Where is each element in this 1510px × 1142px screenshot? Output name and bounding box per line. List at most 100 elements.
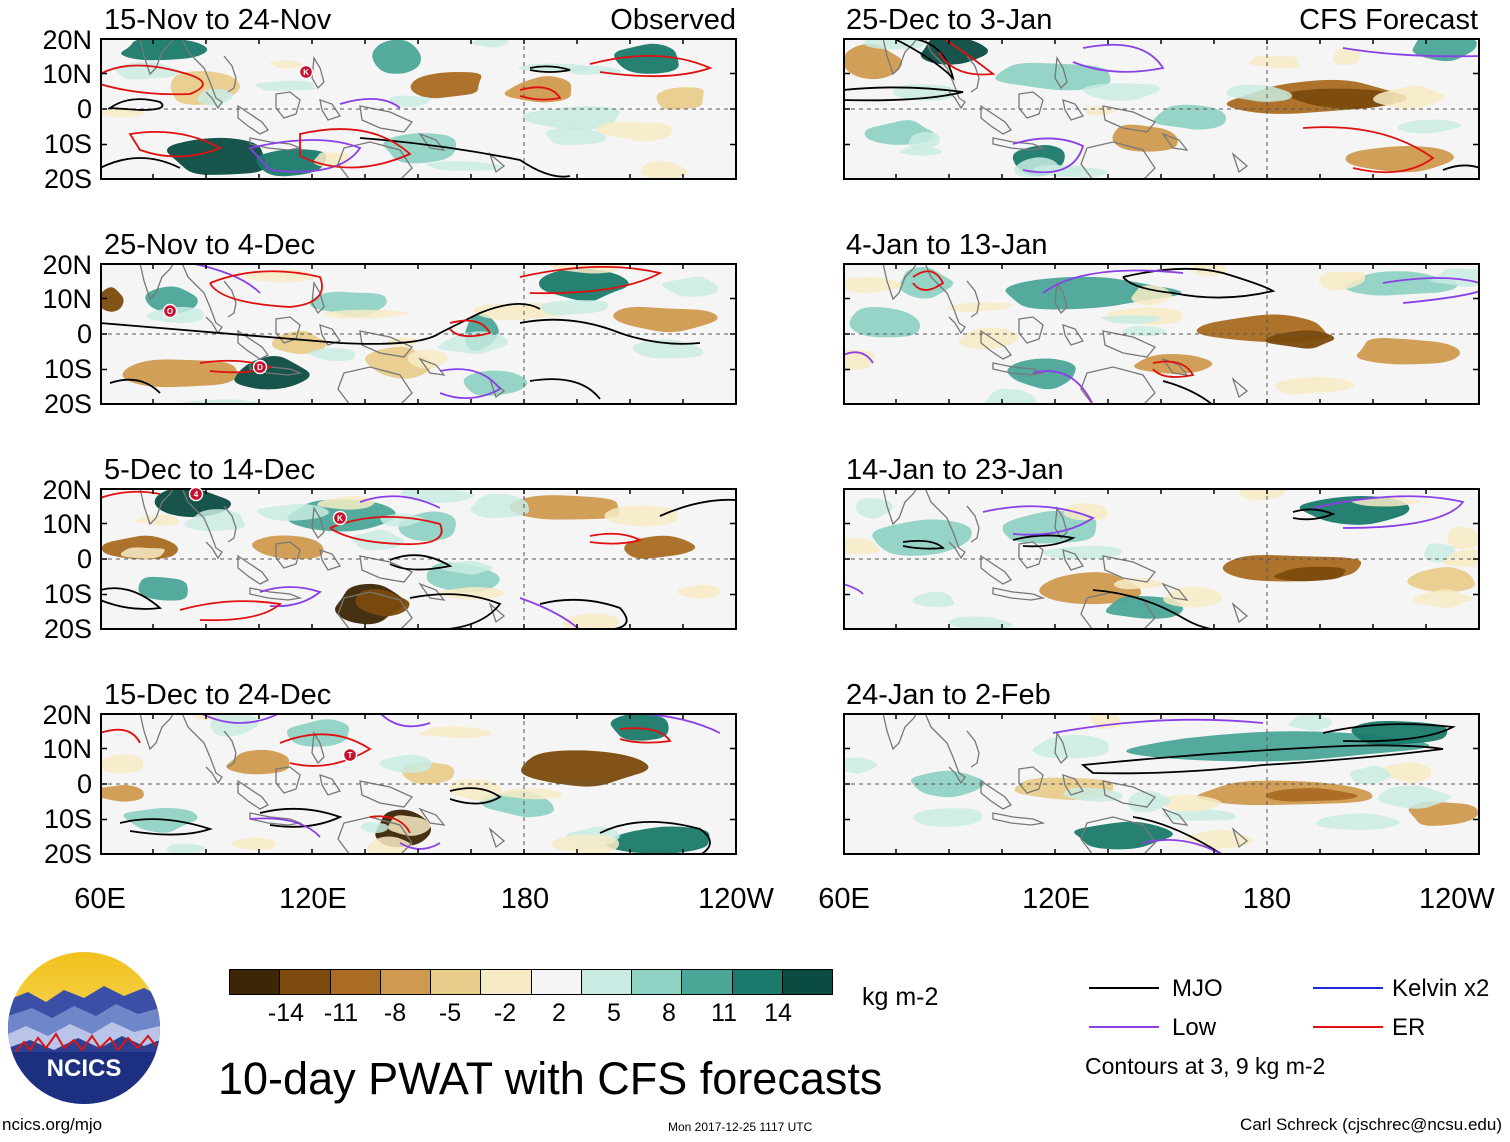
coastline [237, 554, 269, 585]
pwat-anomaly-area [1430, 268, 1480, 287]
contour-mjo [100, 302, 541, 345]
pwat-anomaly-area [855, 498, 893, 519]
pwat-anomaly-area [1101, 315, 1160, 325]
coastline [223, 730, 237, 768]
pwat-anomaly-area [269, 60, 302, 69]
coastline [1231, 826, 1249, 849]
contour-low [1052, 718, 1264, 734]
pwat-anomaly-area [1063, 503, 1108, 521]
contour-er [179, 600, 283, 622]
panel-tag-observed: Observed [610, 4, 736, 36]
contour-low [379, 713, 431, 728]
pwat-anomaly-area [1274, 566, 1346, 582]
contour-mjo [1162, 380, 1214, 405]
pwat-anomaly-area [383, 133, 457, 164]
map-frame [843, 713, 1480, 855]
pwat-anomaly-area [166, 137, 266, 175]
coastline [139, 488, 175, 526]
pwat-anomaly-area [843, 43, 903, 80]
coastline [1054, 55, 1068, 90]
coastline [992, 587, 1046, 601]
pwat-anomaly-area [947, 302, 1013, 312]
coastline [1161, 807, 1189, 826]
map-frame [100, 488, 737, 630]
contour-low [199, 713, 281, 724]
map-frame [843, 263, 1480, 405]
pwat-anomaly-area [899, 146, 943, 156]
contour-mjo [902, 539, 945, 550]
contour-er [369, 815, 411, 834]
legend-label-er: ER [1392, 1014, 1426, 1041]
contour-low [359, 495, 441, 509]
figure-title: 10-day PWAT with CFS forecasts [218, 1053, 883, 1104]
lat-label: 20N [42, 475, 92, 505]
pwat-anomaly-area [123, 808, 198, 833]
pwat-anomaly-area [1114, 577, 1166, 590]
colorbar-swatch [481, 970, 532, 994]
colorbar-tick: -14 [267, 999, 305, 1027]
coastline [249, 587, 303, 601]
pwat-anomaly-area [138, 576, 188, 601]
pwat-anomaly-area [1063, 787, 1124, 802]
pwat-anomaly-area [134, 514, 180, 526]
pwat-anomaly-area [499, 788, 563, 800]
panel-title: 15-Nov to 24-Nov [104, 4, 332, 36]
lat-label: 20N [42, 250, 92, 280]
contour-low [1342, 47, 1480, 58]
coastline [1161, 582, 1189, 601]
contour-er [199, 359, 273, 374]
pwat-anomaly-area [1413, 589, 1474, 609]
coastline [1018, 541, 1044, 569]
pwat-anomaly-area [410, 72, 482, 99]
coastline [319, 774, 342, 796]
coastline [966, 505, 980, 543]
pwat-anomaly-area [624, 535, 696, 559]
legend-label-low: Low [1172, 1014, 1217, 1041]
coastline [992, 812, 1046, 826]
contour-mjo [359, 137, 571, 178]
contour-low [1142, 838, 1224, 855]
colorbar-swatch [682, 970, 733, 994]
coastline [1062, 774, 1085, 796]
pwat-anomaly-area [610, 713, 669, 741]
logo-text: NCICS [47, 1055, 122, 1082]
site-url[interactable]: ncics.org/mjo [2, 1115, 103, 1134]
coastline [319, 549, 342, 571]
coastline [488, 151, 506, 174]
legend-line-mjo [1089, 987, 1159, 989]
ncics-logo: NCICS [8, 952, 160, 1104]
coastline [980, 554, 1012, 585]
lon-label: 60E [74, 883, 126, 915]
contour-mjo [449, 787, 502, 805]
map-panel-observed-2: OD [100, 263, 737, 405]
pwat-anomaly-area [1285, 88, 1394, 109]
contour-mjo [659, 498, 737, 517]
colorbar-swatch [230, 970, 281, 994]
contour-mjo [892, 38, 955, 81]
coastline [882, 263, 918, 301]
pwat-anomaly-area [1349, 765, 1391, 785]
pwat-anomaly-area [317, 495, 375, 510]
pwat-anomaly-area [1156, 795, 1222, 812]
pwat-anomaly-area [255, 80, 316, 91]
pwat-anomaly-area [912, 591, 955, 607]
pwat-anomaly-area [100, 784, 144, 802]
pwat-anomaly-area [1112, 124, 1178, 152]
storm-marker [342, 747, 358, 763]
pwat-anomaly-area [1226, 84, 1293, 102]
pwat-anomaly-area [1082, 83, 1160, 101]
pwat-anomaly-area [1407, 567, 1475, 593]
colorbar-tick: 8 [662, 999, 676, 1027]
coastline [1062, 324, 1085, 346]
storm-label: K [303, 68, 309, 77]
pwat-anomaly-area [256, 503, 329, 521]
contour-low [1382, 277, 1480, 304]
contour-mjo [389, 554, 453, 571]
pwat-anomaly-area [419, 726, 492, 739]
pwat-anomaly-area [120, 547, 165, 559]
contour-low [519, 597, 581, 630]
pwat-anomaly-area [843, 349, 875, 371]
coastline [139, 263, 175, 301]
pwat-anomaly-area [471, 38, 509, 48]
storm-marker [162, 303, 178, 319]
